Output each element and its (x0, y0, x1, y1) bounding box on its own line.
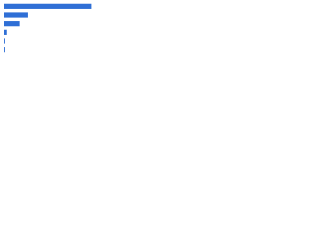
chart (4, 3, 92, 53)
bar (4, 38, 5, 44)
bar (4, 3, 92, 9)
bar (4, 29, 7, 35)
page: {"chart_data": {"type": "bar", "orientat… (0, 0, 100, 71)
bar (4, 21, 20, 27)
bar (4, 12, 28, 18)
bar (4, 47, 5, 53)
